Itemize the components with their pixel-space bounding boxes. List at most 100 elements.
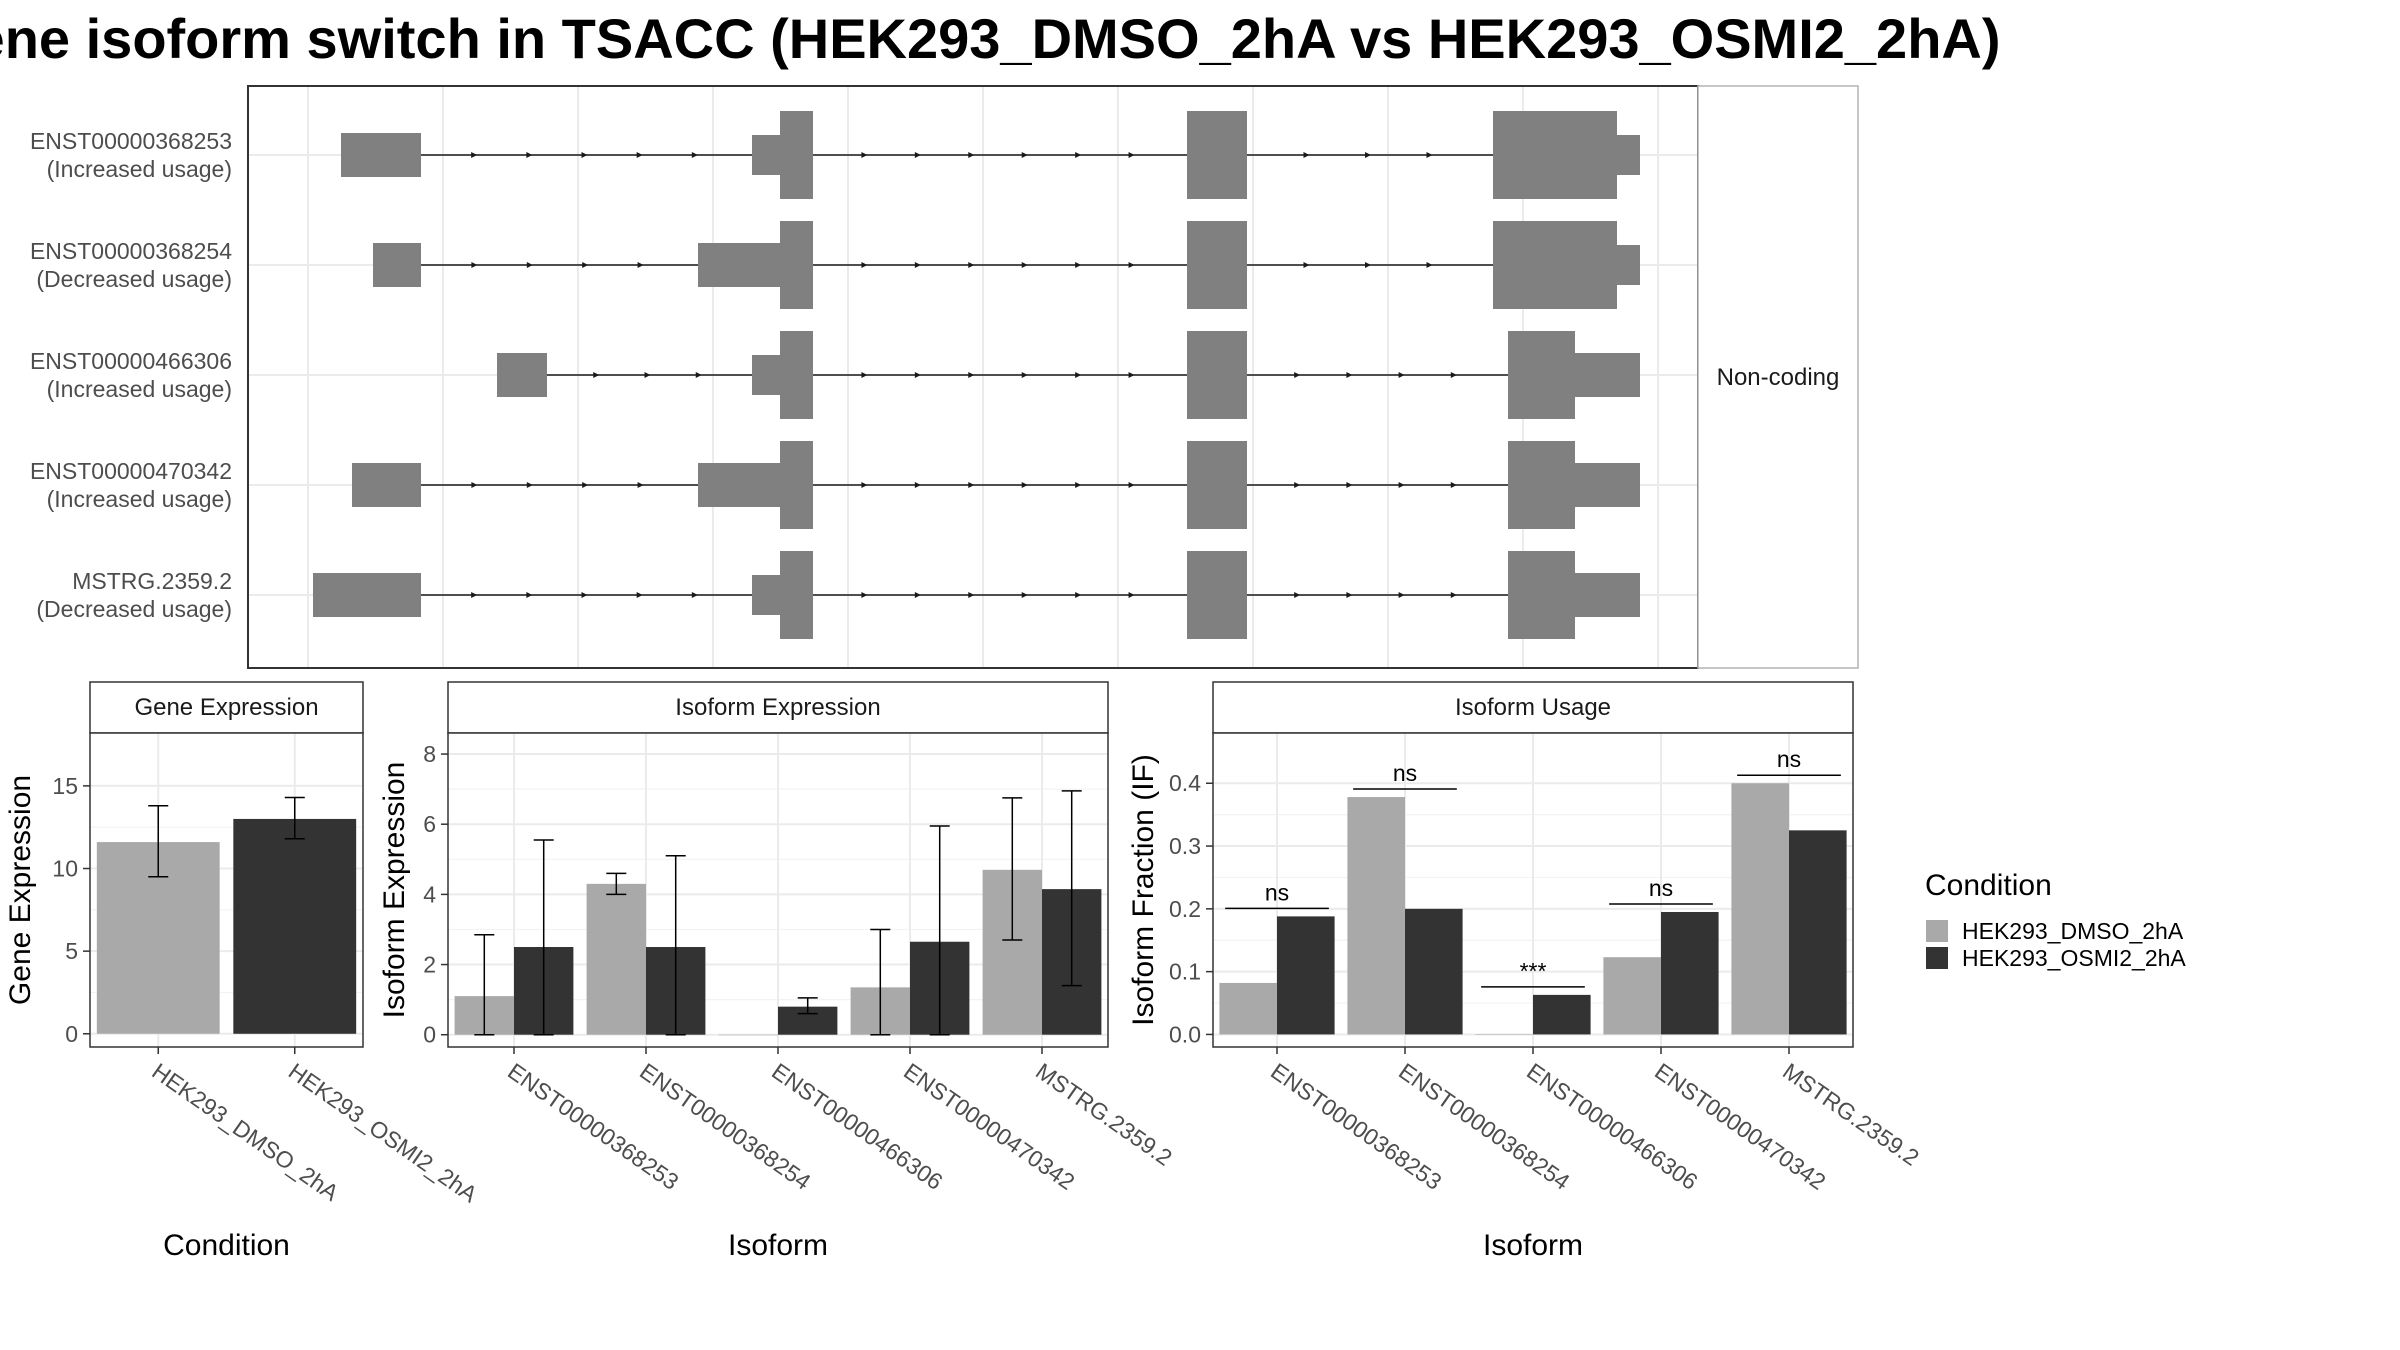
direction-arrow-icon	[1450, 482, 1457, 488]
exon-block	[1508, 331, 1575, 419]
direction-arrow-icon	[1128, 372, 1135, 378]
exon-block	[780, 551, 813, 639]
direction-arrow-icon	[1294, 372, 1301, 378]
exon-block	[1575, 573, 1640, 617]
exon-block	[752, 355, 780, 395]
direction-arrow-icon	[691, 152, 698, 158]
significance-label: ns	[1649, 875, 1673, 901]
direction-arrow-icon	[471, 152, 478, 158]
direction-arrow-icon	[526, 592, 533, 598]
exon-block	[1575, 463, 1640, 507]
y-tick-label: 5	[65, 938, 78, 964]
exon-block	[1617, 245, 1640, 285]
panel-strip-label: Isoform Expression	[675, 694, 880, 721]
direction-arrow-icon	[1075, 592, 1082, 598]
panel-strip-label: Isoform Usage	[1455, 694, 1611, 721]
exon-block	[1187, 441, 1247, 529]
direction-arrow-icon	[1346, 592, 1353, 598]
legend-swatch	[1926, 920, 1948, 942]
direction-arrow-icon	[1450, 592, 1457, 598]
direction-arrow-icon	[637, 482, 644, 488]
direction-arrow-icon	[968, 482, 975, 488]
exon-block	[1187, 331, 1247, 419]
exon-block	[780, 221, 813, 309]
exon-block	[1493, 221, 1617, 309]
legend-title: Condition	[1925, 869, 2052, 902]
direction-arrow-icon	[1346, 372, 1353, 378]
panel-strip-label: Gene Expression	[134, 694, 318, 721]
direction-arrow-icon	[526, 262, 533, 268]
bar	[1789, 830, 1847, 1035]
direction-arrow-icon	[1294, 592, 1301, 598]
y-axis-title: Isoform Expression	[378, 762, 411, 1019]
direction-arrow-icon	[861, 592, 868, 598]
exon-block	[313, 573, 421, 617]
isoform-id-label: MSTRG.2359.2	[72, 568, 232, 594]
x-tick-label: MSTRG.2359.2	[1031, 1058, 1177, 1171]
bar	[1475, 1034, 1533, 1035]
y-tick-label: 0.4	[1169, 770, 1201, 796]
direction-arrow-icon	[861, 482, 868, 488]
direction-arrow-icon	[526, 152, 533, 158]
direction-arrow-icon	[861, 262, 868, 268]
direction-arrow-icon	[1450, 372, 1457, 378]
bar	[1603, 957, 1661, 1035]
significance-label: ns	[1777, 746, 1801, 772]
direction-arrow-icon	[593, 372, 600, 378]
direction-arrow-icon	[1075, 262, 1082, 268]
direction-arrow-icon	[1398, 372, 1405, 378]
panel-isoform-expression: Isoform Expression02468ENST00000368253EN…	[378, 681, 1177, 1262]
exon-block	[341, 133, 421, 177]
exon-block	[780, 331, 813, 419]
direction-arrow-icon	[861, 152, 868, 158]
exon-block	[752, 135, 780, 175]
facet-strip	[1697, 85, 1859, 669]
exon-block	[497, 353, 547, 397]
isoform-id-label: ENST00000368253	[30, 128, 232, 154]
y-axis-title: Isoform Fraction (IF)	[1127, 754, 1160, 1026]
direction-arrow-icon	[1128, 152, 1135, 158]
exon-block	[698, 243, 780, 287]
direction-arrow-icon	[691, 592, 698, 598]
isoform-usage-label: (Decreased usage)	[36, 266, 232, 292]
bar	[233, 818, 357, 1034]
bar	[1347, 797, 1405, 1035]
exon-block	[1575, 353, 1640, 397]
isoform-track-MSTRG.2359.2	[313, 551, 1640, 639]
exon-block	[1508, 551, 1575, 639]
legend-label: HEK293_DMSO_2hA	[1962, 918, 2184, 944]
direction-arrow-icon	[1021, 482, 1028, 488]
direction-arrow-icon	[1398, 482, 1405, 488]
exon-block	[1617, 135, 1640, 175]
direction-arrow-icon	[1128, 262, 1135, 268]
y-tick-label: 0	[65, 1021, 78, 1047]
isoform-id-label: ENST00000470342	[30, 458, 232, 484]
bar	[1731, 783, 1789, 1035]
isoform-track-ENST00000368254	[373, 221, 1640, 309]
isoform-id-label: ENST00000466306	[30, 348, 232, 374]
significance-label: ns	[1265, 879, 1289, 905]
isoform-id-label: ENST00000368254	[30, 238, 232, 264]
direction-arrow-icon	[1021, 152, 1028, 158]
direction-arrow-icon	[914, 262, 921, 268]
exon-block	[352, 463, 421, 507]
direction-arrow-icon	[637, 262, 644, 268]
direction-arrow-icon	[1075, 482, 1082, 488]
y-tick-label: 0.1	[1169, 959, 1201, 985]
direction-arrow-icon	[1075, 152, 1082, 158]
y-tick-label: 2	[423, 952, 436, 978]
direction-arrow-icon	[968, 372, 975, 378]
exon-block	[1187, 111, 1247, 199]
significance-label: ***	[1520, 958, 1547, 984]
x-axis-title: Condition	[163, 1229, 290, 1262]
y-tick-label: 0.3	[1169, 833, 1201, 859]
direction-arrow-icon	[1075, 372, 1082, 378]
isoform-usage-label: (Increased usage)	[47, 376, 232, 402]
isoform-track-ENST00000368253	[341, 111, 1640, 199]
direction-arrow-icon	[526, 482, 533, 488]
direction-arrow-icon	[914, 372, 921, 378]
direction-arrow-icon	[861, 372, 868, 378]
y-tick-label: 10	[52, 856, 78, 882]
